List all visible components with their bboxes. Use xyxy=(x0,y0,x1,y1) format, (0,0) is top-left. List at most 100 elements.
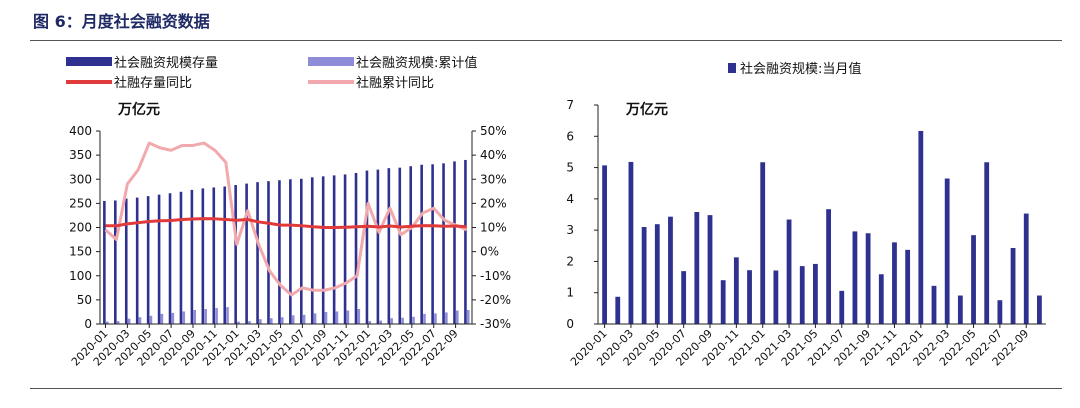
right-y-tick-label: 20% xyxy=(480,196,507,210)
monthly-bar xyxy=(668,216,673,324)
right-chart-y-tick-label: 2 xyxy=(566,254,574,268)
cumulative-bar xyxy=(324,311,328,324)
cumulative-bar xyxy=(390,318,393,324)
cumulative-bar xyxy=(466,310,470,324)
monthly-bar xyxy=(984,162,990,324)
monthly-bar xyxy=(654,224,660,324)
monthly-bar xyxy=(773,270,779,324)
right-chart-y-tick-label: 0 xyxy=(566,317,574,331)
stock-bar xyxy=(146,196,150,324)
stock-bar xyxy=(300,178,303,324)
cumulative-bar xyxy=(259,319,262,324)
monthly-bar xyxy=(852,231,858,324)
stock-bar xyxy=(420,164,423,324)
stock-bar xyxy=(201,188,205,324)
monthly-bar xyxy=(931,285,937,324)
stock-bar xyxy=(212,187,216,324)
cumulative-bar xyxy=(204,309,207,324)
stock-bar xyxy=(332,175,336,324)
right-chart-y-tick-label: 7 xyxy=(566,98,574,112)
left-unit-label: 万亿元 xyxy=(117,101,160,118)
stock-bar xyxy=(114,200,117,324)
bottom-rule xyxy=(30,388,1062,389)
monthly-bar xyxy=(1037,295,1042,324)
monthly-bar xyxy=(918,130,924,324)
stock-bar xyxy=(453,161,456,324)
monthly-bar xyxy=(813,263,818,324)
cumulative-bar xyxy=(127,318,131,324)
monthly-bar xyxy=(1010,247,1016,324)
cumulative-bar xyxy=(379,320,382,324)
monthly-bar xyxy=(1023,213,1029,324)
cumulative-bar xyxy=(434,313,437,324)
left-y-tick-label: 200 xyxy=(69,221,92,235)
right-unit-label: 万亿元 xyxy=(625,101,668,118)
figure-title: 图 6：月度社会融资数据 xyxy=(33,12,210,31)
cumulative-bar xyxy=(313,313,317,324)
cumulative-bar xyxy=(237,321,240,324)
cumulative-bar xyxy=(445,312,448,324)
left-y-tick-label: 250 xyxy=(69,196,92,210)
monthly-bar xyxy=(747,270,752,324)
stock-bar xyxy=(179,191,183,324)
cumulative-bar xyxy=(335,311,339,324)
right-y-tick-label: -10% xyxy=(480,269,511,283)
left-y-tick-label: 300 xyxy=(69,172,92,186)
cumulative-bar xyxy=(160,313,164,324)
cumulative-yoy-line xyxy=(104,141,468,297)
cumulative-bar xyxy=(423,313,426,324)
left-y-tick-label: 400 xyxy=(69,124,92,138)
cumulative-bar xyxy=(302,314,306,324)
cumulative-bar xyxy=(215,308,218,324)
stock-bar xyxy=(398,167,402,324)
monthly-bar xyxy=(786,219,792,324)
stock-bar xyxy=(256,182,259,324)
left-y-tick-label: 150 xyxy=(69,245,92,259)
stock-bar xyxy=(157,194,161,324)
monthly-bar xyxy=(628,161,634,324)
stock-bar xyxy=(278,180,281,324)
stock-bar xyxy=(168,193,172,324)
monthly-bar xyxy=(602,165,607,324)
cumulative-bar xyxy=(138,317,142,324)
stock-bar xyxy=(442,163,445,324)
legend-cumulative-label: 社会融资规模:累计值 xyxy=(356,55,477,71)
stock-bar xyxy=(464,159,467,324)
left-y-tick-label: 350 xyxy=(69,148,92,162)
cumulative-bar xyxy=(401,317,404,324)
legend-stock-swatch xyxy=(66,57,112,66)
stock-bar xyxy=(376,169,380,324)
cumulative-bar xyxy=(193,310,196,324)
monthly-bar xyxy=(997,300,1003,324)
right-y-tick-label: -30% xyxy=(480,317,511,331)
monthly-bar xyxy=(826,209,831,324)
stock-bar xyxy=(103,200,106,324)
cumulative-bar xyxy=(455,310,459,324)
monthly-bar xyxy=(905,249,911,324)
cumulative-bar xyxy=(269,318,273,324)
right-chart-y-tick-label: 4 xyxy=(566,192,574,206)
stock-bar xyxy=(365,170,369,324)
right-chart-y-tick-label: 1 xyxy=(566,286,574,300)
left-y-tick-label: 0 xyxy=(84,317,92,331)
stock-bar xyxy=(190,189,194,324)
monthly-bar xyxy=(944,178,950,324)
legend-cumulative-yoy-label: 社融累计同比 xyxy=(356,75,434,91)
stock-bar xyxy=(124,198,128,324)
left-y-tick-label: 100 xyxy=(69,269,92,283)
stock-bar xyxy=(223,186,227,324)
monthly-bar xyxy=(707,215,713,324)
stock-yoy-line xyxy=(105,217,467,229)
legend-monthly-swatch xyxy=(728,63,736,73)
stock-bar xyxy=(387,168,391,324)
cumulative-bar xyxy=(368,321,372,324)
cumulative-bar xyxy=(248,321,251,324)
stock-bar xyxy=(234,185,237,324)
stock-bar xyxy=(310,177,314,324)
legend-cumulative-swatch xyxy=(308,57,354,66)
stock-bar xyxy=(431,164,434,324)
right-chart-y-tick-label: 3 xyxy=(566,223,574,237)
cumulative-bar xyxy=(116,321,120,324)
monthly-bar xyxy=(878,274,884,324)
stock-bar xyxy=(135,197,139,324)
